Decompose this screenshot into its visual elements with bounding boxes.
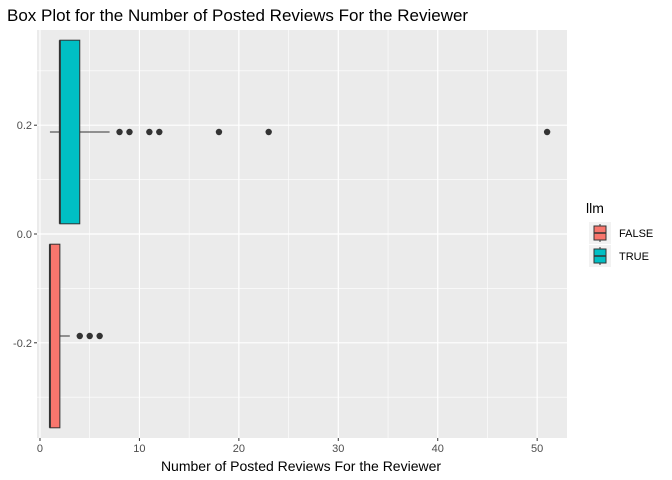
outlier-point (146, 128, 153, 136)
legend: llm FALSE TRUE (586, 200, 653, 267)
y-tick-label: -0.2 (13, 338, 32, 350)
outlier-point (116, 128, 123, 136)
outlier-point (96, 332, 103, 340)
outlier-point (215, 128, 223, 136)
legend-entry-true: TRUE (589, 245, 649, 267)
legend-entry-false: FALSE (589, 222, 653, 244)
x-tick-label: 0 (37, 443, 43, 455)
box-true (49, 39, 551, 225)
chart-title: Box Plot for the Number of Posted Review… (7, 6, 468, 25)
outlier-point (543, 128, 551, 136)
box-body (59, 39, 81, 225)
outlier-point (156, 128, 163, 136)
x-axis-ticks: 0 10 20 30 40 50 (37, 438, 543, 455)
x-tick-label: 30 (332, 443, 344, 455)
grid-lines (37, 30, 567, 438)
x-tick-label: 40 (432, 443, 444, 455)
outlier-point (265, 128, 272, 136)
y-tick-label: 0.2 (17, 120, 32, 132)
box-body (49, 243, 61, 429)
outlier-point (76, 332, 83, 340)
x-axis-label: Number of Posted Reviews For the Reviewe… (161, 458, 441, 474)
x-tick-label: 10 (133, 443, 145, 455)
legend-label: FALSE (619, 228, 653, 240)
x-tick-label: 50 (531, 443, 543, 455)
y-tick-label: 0.0 (17, 229, 32, 241)
outlier-point (86, 332, 93, 340)
box-series (48, 39, 551, 429)
x-tick-label: 20 (233, 443, 245, 455)
legend-label: TRUE (619, 251, 649, 263)
box-false (48, 243, 103, 429)
y-axis-ticks: 0.2 0.0 -0.2 (13, 120, 37, 350)
legend-title: llm (586, 200, 604, 216)
outlier-point (126, 128, 133, 136)
